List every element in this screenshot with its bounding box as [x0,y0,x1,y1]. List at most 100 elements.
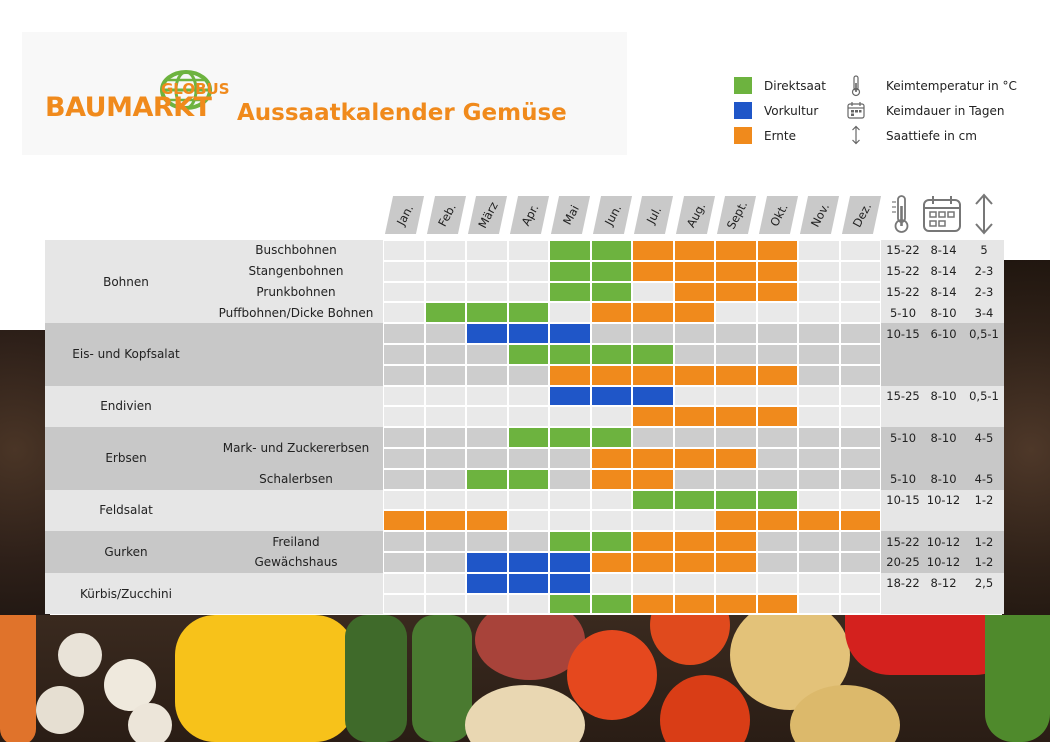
value-depth: 2,5 [974,576,994,591]
calendar-mark [466,302,508,324]
calendar-mark [507,323,549,344]
logo-globus-text: GLOBUS [161,80,230,98]
depth-arrow-icon [975,193,993,235]
calendar-cell [549,448,591,469]
calendar-mark [507,302,549,324]
value-depth: 2-3 [974,264,994,279]
calendar-cell [839,260,881,282]
calendar-mark [590,552,632,573]
calendar-mark [549,260,591,282]
calendar-cell [383,260,425,282]
value-depth [964,365,1004,386]
logo-baumarkt-text: BAUMARKT [45,92,212,123]
calendar-cell [756,572,798,594]
calendar-cell [549,489,591,511]
calendar-mark [756,240,798,261]
calendar-cell [507,510,549,532]
calendar-mark [715,593,757,615]
calendar-mark [590,344,632,365]
page-title: Aussaatkalender Gemüse [237,100,567,126]
calendar-cell [673,323,715,344]
calendar-cell [466,344,508,365]
calendar-cell [507,385,549,407]
calendar-mark [590,448,632,469]
group-label: Endivien [100,399,152,414]
value-temp: 15-22 [886,264,920,279]
calendar-mark [632,240,674,261]
calendar-cell [673,427,715,448]
calendar-mark [424,302,466,324]
calendar-cell [424,572,466,594]
calendar-cell [507,260,549,282]
month-header-box: Apr. [509,196,549,234]
calendar-cell [549,302,591,324]
calendar-mark [632,468,674,490]
calendar-cell [507,281,549,303]
calendar-mark [383,510,425,532]
value-temp [883,510,923,531]
calendar-cell [798,281,840,303]
calendar-mark [549,531,591,552]
calendar-mark [673,593,715,615]
calendar-cell [424,385,466,407]
value-temp: 15-22 [886,534,920,549]
calendar-cell [839,323,881,344]
calendar-mark [507,572,549,594]
value-temp: 5-10 [889,305,917,320]
calendar-mark [507,427,549,448]
row-label: Prunkbohnen [256,284,336,299]
calendar-cell [507,448,549,469]
group-label: Bohnen [103,274,149,289]
value-depth: 3-4 [974,305,994,320]
calendar-cell [798,489,840,511]
value-days: 10-12 [926,555,961,570]
calendar-cell [424,468,466,490]
value-depth [964,406,1004,427]
calendar-mark [507,468,549,490]
calendar-mark [549,572,591,594]
calendar-mark [673,406,715,428]
calendar-mark [756,510,798,532]
calendar-mark [466,323,508,344]
vegetables-illustration [0,495,1050,746]
legend-label-saattiefe: Saattiefe in cm [886,129,977,143]
calendar-cell [839,281,881,303]
calendar-mark [466,468,508,490]
calendar-cell [549,468,591,490]
calendar-cell [466,406,508,428]
calendar-mark [632,531,674,552]
calendar-cell [466,385,508,407]
calendar-icon [923,196,961,232]
month-label: Sept. [723,198,750,232]
calendar-mark [632,260,674,282]
value-temp [883,365,923,386]
calendar-cell [590,572,632,594]
value-temp: 15-25 [886,388,920,403]
calendar-cell [839,572,881,594]
calendar-cell [507,531,549,552]
value-days: 8-14 [930,284,957,299]
row-label: Mark- und Zuckererbsen [222,440,370,455]
calendar-mark [549,344,591,365]
value-depth: 2-3 [974,284,994,299]
row-label: Stangenbohnen [248,264,344,279]
value-days: 8-10 [930,472,957,487]
calendar-cell [590,510,632,532]
calendar-mark [590,468,632,490]
calendar-mark [632,448,674,469]
calendar-mark [590,593,632,615]
month-header-box: Nov. [799,196,840,234]
month-label: Mai [559,202,582,228]
calendar-cell [383,448,425,469]
calendar-mark [673,552,715,573]
row-label [209,594,383,615]
calendar-cell [383,364,425,386]
calendar-mark [715,448,757,469]
calendar-mark [632,406,674,428]
group-label: Feldsalat [99,503,153,518]
calendar-mark [590,531,632,552]
row-label [209,323,383,344]
calendar-mark [549,385,591,407]
calendar-cell [798,260,840,282]
calendar-cell [839,552,881,573]
